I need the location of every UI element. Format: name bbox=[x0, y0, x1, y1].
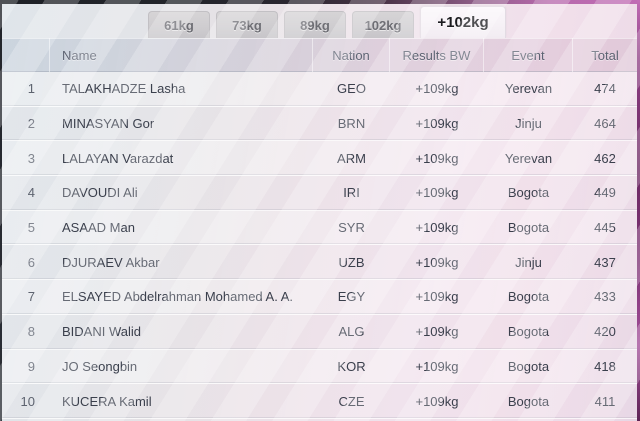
cell-nation: BRN bbox=[337, 116, 366, 132]
cell-name: DJURAEV Akbar bbox=[62, 254, 160, 270]
left-edge-border bbox=[0, 0, 2, 421]
table-header-row: Name Nation Results BW Event Total bbox=[2, 38, 637, 72]
cell-nation: KOR bbox=[337, 358, 366, 374]
cell-results: +109kg bbox=[415, 185, 459, 201]
cell-rank: 3 bbox=[27, 150, 35, 166]
column-header-event[interactable]: Event bbox=[484, 38, 573, 72]
top-edge-strip bbox=[0, 0, 640, 4]
column-header-total[interactable]: Total bbox=[591, 47, 619, 63]
cell-results: +109kg bbox=[415, 289, 459, 305]
cell-nation: SYR bbox=[338, 220, 365, 236]
right-edge-border bbox=[637, 0, 640, 421]
cell-total: 474 bbox=[594, 81, 616, 97]
cell-rank: 4 bbox=[27, 185, 35, 201]
cell-event: Jinju bbox=[515, 254, 542, 270]
weight-class-tabbar: 61kg 73kg 89kg 102kg +102kg bbox=[0, 4, 640, 38]
cell-nation: UZB bbox=[338, 254, 365, 270]
table-row[interactable]: 2 MINASYAN Gor BRN +109kg Jinju 464 bbox=[2, 106, 637, 142]
cell-name: BIDANI Walid bbox=[62, 324, 141, 340]
cell-event: Yerevan bbox=[504, 81, 553, 97]
tab-89kg[interactable]: 89kg bbox=[284, 11, 346, 38]
cell-results: +109kg bbox=[415, 150, 459, 166]
table-row[interactable]: 3 LALAYAN Varazdat ARM +109kg Yerevan 462 bbox=[2, 141, 637, 177]
cell-event: Bogota bbox=[507, 185, 550, 201]
cell-total: 411 bbox=[594, 393, 616, 409]
cell-nation: ALG bbox=[338, 324, 365, 340]
cell-total: 449 bbox=[594, 185, 616, 201]
table-row[interactable]: 9 JO Seongbin KOR +109kg Bogota 418 bbox=[2, 349, 637, 385]
column-header-results[interactable]: Results BW bbox=[390, 38, 484, 72]
tab-61kg[interactable]: 61kg bbox=[148, 11, 210, 38]
tab-list: 61kg 73kg 89kg 102kg +102kg bbox=[148, 6, 506, 38]
table-body: 1 TALAKHADZE Lasha GEO +109kg Yerevan 474 2 MIN… bbox=[2, 72, 637, 419]
cell-results: +109kg bbox=[415, 358, 459, 374]
cell-nation: EGY bbox=[337, 289, 366, 305]
table-row[interactable]: 6 DJURAEV Akbar UZB +109kg Jinju 437 bbox=[2, 245, 637, 281]
cell-name: ELSAYED Abdelrahman Mohamed A. A. bbox=[62, 289, 294, 305]
cell-rank: 6 bbox=[27, 254, 35, 270]
cell-name: MINASYAN Gor bbox=[62, 116, 155, 132]
cell-name: ASAAD Man bbox=[62, 220, 135, 236]
cell-name: TALAKHADZE Lasha bbox=[62, 81, 186, 97]
cell-rank: 5 bbox=[27, 220, 35, 236]
cell-nation: IRI bbox=[343, 185, 360, 201]
cell-results: +109kg bbox=[415, 393, 459, 409]
column-header-name[interactable]: Name bbox=[50, 38, 313, 72]
cell-event: Bogota bbox=[507, 358, 550, 374]
rankings-table: Name Nation Results BW Event Total 1 TALA… bbox=[2, 38, 637, 419]
cell-results: +109kg bbox=[415, 116, 459, 132]
table-row[interactable]: 7 ELSAYED Abdelrahman Mohamed A. A. EGY +10… bbox=[2, 280, 637, 315]
cell-event: Bogota bbox=[507, 220, 550, 236]
cell-nation: CZE bbox=[338, 393, 365, 409]
tab-73kg[interactable]: 73kg bbox=[216, 11, 278, 38]
table-row[interactable]: 4 DAVOUDI Ali IRI +109kg Bogota 449 bbox=[2, 176, 637, 211]
cell-total: 464 bbox=[594, 116, 616, 132]
cell-rank: 7 bbox=[27, 289, 35, 305]
cell-name: JO Seongbin bbox=[62, 358, 138, 374]
tab-102kg[interactable]: 102kg bbox=[352, 11, 414, 38]
cell-rank: 9 bbox=[27, 358, 35, 374]
table-row[interactable]: 8 BIDANI Walid ALG +109kg Bogota 420 bbox=[2, 314, 637, 350]
cell-event: Bogota bbox=[507, 324, 550, 340]
cell-total: 418 bbox=[594, 358, 616, 374]
cell-event: Bogota bbox=[507, 289, 550, 305]
cell-total: 437 bbox=[594, 254, 616, 270]
column-header-rank bbox=[2, 38, 50, 72]
cell-name: KUCERA Kamil bbox=[62, 393, 152, 409]
cell-results: +109kg bbox=[415, 81, 459, 97]
cell-event: Yerevan bbox=[504, 150, 553, 166]
cell-rank: 2 bbox=[27, 116, 35, 132]
cell-nation: ARM bbox=[337, 150, 366, 166]
cell-results: +109kg bbox=[415, 220, 459, 236]
tab-plus102kg[interactable]: +102kg bbox=[420, 6, 506, 38]
cell-rank: 1 bbox=[27, 81, 35, 97]
cell-total: 462 bbox=[594, 150, 616, 166]
cell-name: DAVOUDI Ali bbox=[62, 185, 138, 201]
cell-total: 433 bbox=[594, 289, 616, 305]
cell-total: 445 bbox=[594, 220, 616, 236]
cell-rank: 10 bbox=[20, 393, 35, 409]
cell-rank: 8 bbox=[27, 324, 35, 340]
cell-name: LALAYAN Varazdat bbox=[62, 150, 174, 166]
cell-results: +109kg bbox=[415, 324, 459, 340]
cell-nation: GEO bbox=[337, 81, 366, 97]
cell-event: Jinju bbox=[515, 116, 542, 132]
column-header-nation[interactable]: Nation bbox=[313, 38, 390, 72]
cell-total: 420 bbox=[594, 324, 616, 340]
table-row[interactable]: 1 TALAKHADZE Lasha GEO +109kg Yerevan 474 bbox=[2, 72, 637, 107]
cell-event: Bogota bbox=[507, 393, 550, 409]
table-row[interactable]: 5 ASAAD Man SYR +109kg Bogota 445 bbox=[2, 210, 637, 246]
table-row[interactable]: 10 KUCERA Kamil CZE +109kg Bogota 411 bbox=[2, 384, 637, 419]
cell-results: +109kg bbox=[415, 254, 459, 270]
